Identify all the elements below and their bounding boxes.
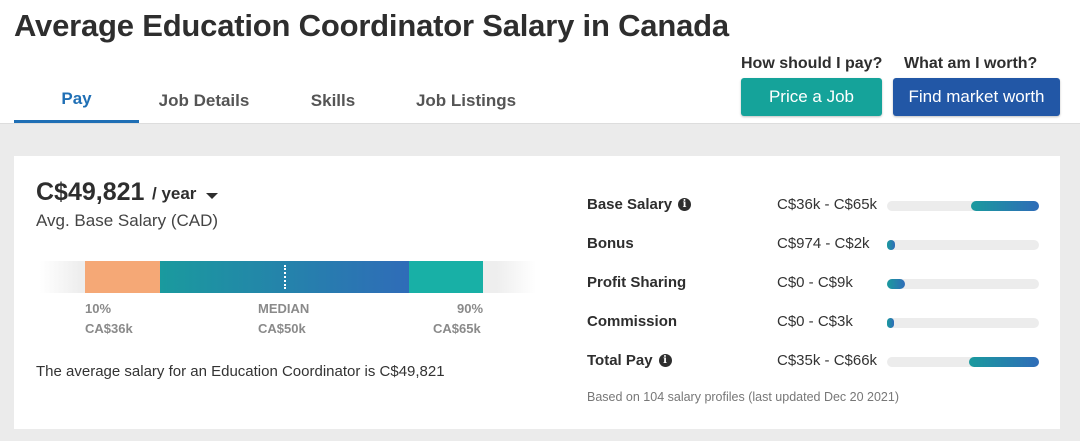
- tab-pay[interactable]: Pay: [14, 78, 139, 123]
- salary-card: C$49,821 / year Avg. Base Salary (CAD) 1…: [14, 156, 1060, 429]
- percentile-10-label: 10%: [85, 301, 112, 316]
- breakdown-fill: [970, 201, 1039, 211]
- breakdown-range: C$974 - C$2k: [777, 235, 870, 252]
- salary-subtitle: Avg. Base Salary (CAD): [36, 211, 219, 230]
- find-market-worth-button[interactable]: Find market worth: [893, 78, 1060, 116]
- breakdown-range: C$35k - C$66k: [777, 352, 878, 369]
- breakdown-row-commission: Commission C$0 - C$3k: [587, 313, 1047, 333]
- median-marker: [284, 265, 286, 289]
- breakdown-range: C$0 - C$3k: [777, 313, 853, 330]
- breakdown-label: Base Salary i: [587, 196, 692, 213]
- breakdown-fill: [887, 240, 895, 250]
- salary-footnote: Based on 104 salary profiles (last updat…: [587, 390, 899, 404]
- breakdown-label: Total Pay i: [587, 352, 672, 369]
- info-icon[interactable]: i: [658, 354, 672, 367]
- breakdown-row-bonus: Bonus C$974 - C$2k: [587, 235, 1047, 255]
- breakdown-row-profit-sharing: Profit Sharing C$0 - C$9k: [587, 274, 1047, 294]
- worth-question-label: What am I worth?: [904, 55, 1038, 72]
- price-a-job-button[interactable]: Price a Job: [741, 78, 882, 116]
- breakdown-track: [887, 318, 1039, 328]
- pay-question-label: How should I pay?: [741, 55, 883, 72]
- info-icon[interactable]: i: [678, 198, 692, 211]
- breakdown-range: C$0 - C$9k: [777, 274, 853, 291]
- breakdown-row-base-salary: Base Salary i C$36k - C$65k: [587, 196, 1047, 216]
- breakdown-track: [887, 357, 1039, 367]
- tab-skills[interactable]: Skills: [310, 90, 356, 110]
- percentile-90-label: 90%: [457, 301, 484, 316]
- breakdown-track: [887, 279, 1039, 289]
- breakdown-range: C$36k - C$65k: [777, 196, 878, 213]
- tab-job-details[interactable]: Job Details: [158, 90, 250, 110]
- breakdown-row-total-pay: Total Pay i C$35k - C$66k: [587, 352, 1047, 372]
- range-high-segment: [409, 261, 483, 293]
- page-title: Average Education Coordinator Salary in …: [14, 8, 729, 43]
- tab-bar: Pay Job Details Skills Job Listings: [14, 78, 535, 123]
- breakdown-label: Bonus: [587, 235, 634, 252]
- salary-period-dropdown[interactable]: / year: [152, 184, 197, 203]
- breakdown-fill: [887, 279, 906, 289]
- breakdown-fill: [887, 318, 894, 328]
- caret-down-icon[interactable]: [206, 193, 218, 199]
- median-label: MEDIAN: [258, 301, 310, 316]
- median-value: CA$50k: [258, 321, 306, 336]
- breakdown-track: [887, 201, 1039, 211]
- salary-range-bar: [40, 261, 536, 293]
- breakdown-track: [887, 240, 1039, 250]
- percentile-90-value: CA$65k: [433, 321, 481, 336]
- tab-job-listings[interactable]: Job Listings: [415, 90, 517, 110]
- average-salary-statement: The average salary for an Education Coor…: [36, 363, 445, 380]
- breakdown-fill: [969, 357, 1039, 367]
- salary-amount: C$49,821: [36, 178, 145, 206]
- percentile-10-value: CA$36k: [85, 321, 133, 336]
- breakdown-label: Profit Sharing: [587, 274, 687, 291]
- breakdown-label: Commission: [587, 313, 678, 330]
- range-low-segment: [85, 261, 160, 293]
